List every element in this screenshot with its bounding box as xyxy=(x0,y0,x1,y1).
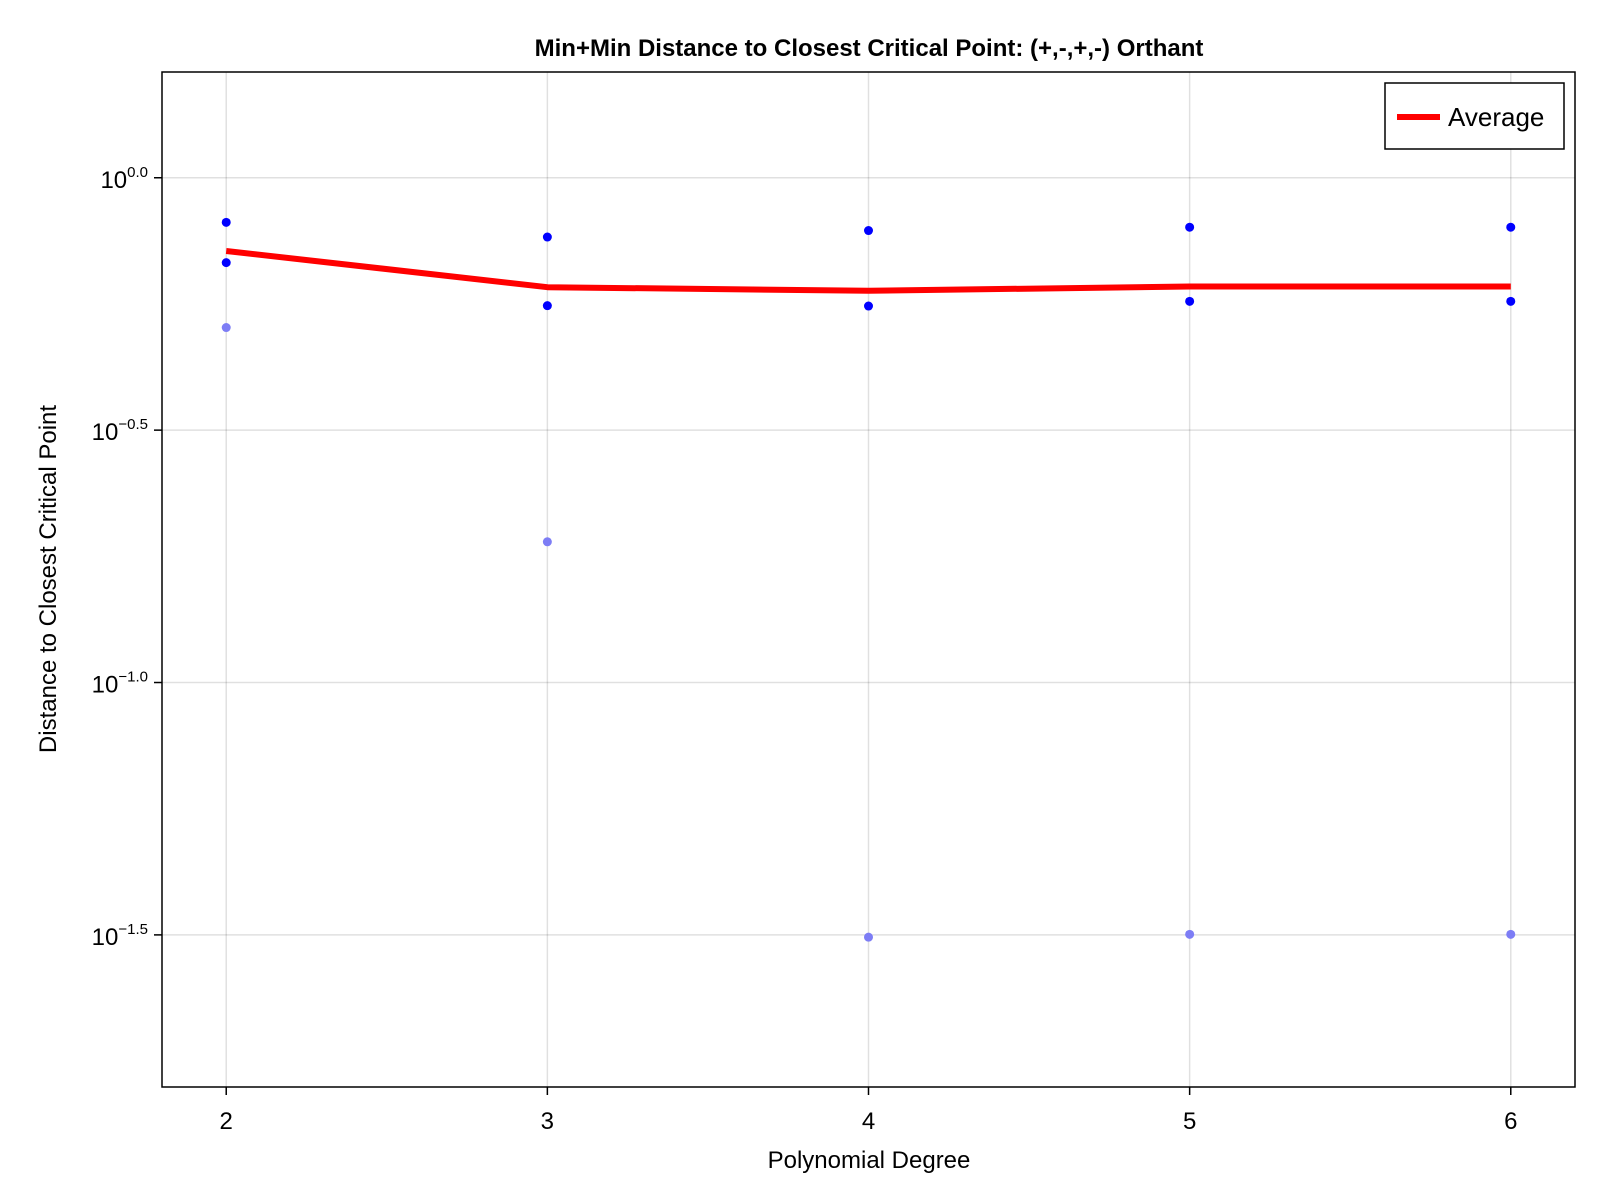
data-point-s2-3 xyxy=(1185,929,1195,939)
x-tick-label-5: 5 xyxy=(1183,1108,1196,1135)
y-ticks: 100.0 10−0.5 10−1.0 10−1.5 xyxy=(92,164,162,951)
data-point-s2-0 xyxy=(221,323,231,333)
data-point-s1-1 xyxy=(221,258,231,268)
data-point-s1-7 xyxy=(1185,296,1195,306)
data-point-s1-9 xyxy=(1506,296,1516,306)
legend-label-average: Average xyxy=(1448,102,1544,132)
average-line xyxy=(225,248,1511,294)
data-point-s2-2 xyxy=(864,932,873,942)
y-tick-label-3: 10−1.5 xyxy=(92,921,148,951)
data-point-s1-0 xyxy=(221,217,231,227)
data-point-s2-4 xyxy=(1506,929,1516,939)
chart-title: Min+Min Distance to Closest Critical Poi… xyxy=(535,35,1204,62)
points xyxy=(221,217,1516,942)
x-tick-label-3: 3 xyxy=(541,1108,554,1135)
x-ticks: 2 3 4 5 6 xyxy=(220,1087,1517,1135)
x-tick-label-4: 4 xyxy=(862,1108,875,1135)
data-point-s1-3 xyxy=(542,301,552,311)
data-point-s1-4 xyxy=(864,226,873,236)
x-tick-label-6: 6 xyxy=(1504,1108,1517,1135)
data-point-s1-6 xyxy=(1185,222,1195,232)
x-tick-label-2: 2 xyxy=(220,1108,233,1135)
y-axis-label: Distance to Closest Critical Point xyxy=(35,405,62,753)
x-axis-label: Polynomial Degree xyxy=(768,1147,971,1174)
legend: Average xyxy=(1384,82,1565,150)
y-tick-label-0: 100.0 xyxy=(100,164,148,194)
data-point-s1-2 xyxy=(542,232,552,242)
data-point-s1-5 xyxy=(864,301,873,311)
data-point-s1-8 xyxy=(1506,222,1516,232)
y-tick-label-2: 10−1.0 xyxy=(92,669,148,699)
lines xyxy=(225,248,1511,294)
data-point-s2-1 xyxy=(542,537,552,547)
y-tick-label-1: 10−0.5 xyxy=(92,416,148,446)
